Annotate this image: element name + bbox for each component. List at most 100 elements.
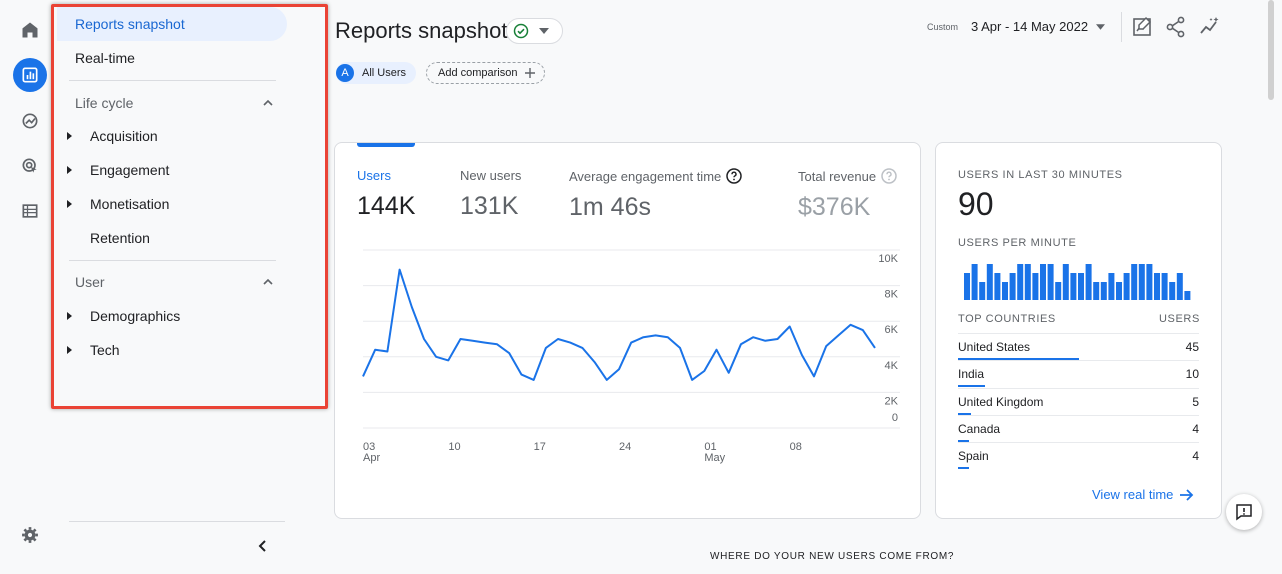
chevron-up-icon[interactable] [262,276,274,288]
arrow-right-icon [1180,488,1194,501]
country-share-bar [958,358,1079,360]
metric-label-text: Average engagement time [569,168,722,184]
toolbar-divider [1121,12,1122,42]
country-users: 10 [1185,367,1199,382]
view-real-time-link[interactable]: View real time [1092,487,1194,502]
page-scrollbar[interactable] [1268,0,1274,100]
per-minute-bar [1100,282,1107,300]
per-minute-bar [1070,273,1077,300]
country-name: India [958,367,985,382]
collapse-nav-button[interactable] [252,535,274,557]
list-icon[interactable] [13,194,47,228]
country-name: United States [958,340,1031,354]
page-title: Reports snapshot [335,18,508,43]
share-icon[interactable] [1165,16,1187,38]
per-minute-bar [1078,273,1084,300]
per-minute-bar [1017,264,1024,300]
explore-icon[interactable] [13,104,47,138]
per-minute-bar [1024,264,1031,300]
segment-chip[interactable]: A All Users [336,62,417,84]
active-metric-indicator [357,143,415,147]
home-icon[interactable] [13,13,47,47]
bar-chart-icon[interactable] [13,58,47,92]
metric-label: Users [357,168,391,183]
per-minute-bar [1161,273,1168,300]
metric-total-revenue[interactable]: Total revenue $376K [798,168,897,222]
y-tick-label: 10K [878,253,898,265]
feedback-icon [1236,504,1252,521]
users-line-chart: 10K 8K 6K 4K 2K 0 03 10 17 24 01 08 Apr May [362,249,900,464]
nav-divider [69,80,276,81]
nav-monetisation[interactable]: Monetisation [67,194,169,214]
chevron-up-icon[interactable] [262,97,274,109]
nav-bottom-divider [69,521,285,522]
add-comparison-button[interactable]: Add comparison [426,62,545,84]
report-status-dropdown[interactable] [506,18,563,44]
country-users: 4 [1192,449,1199,464]
users-per-minute-label: USERS PER MINUTE [958,237,1077,249]
target-cursor-icon[interactable] [13,149,47,183]
metric-value: $376K [798,193,871,221]
y-tick-label: 6K [885,324,899,336]
y-tick-label: 0 [892,412,898,424]
x-tick-label: 24 [619,441,631,453]
country-share-bar [958,385,985,388]
per-minute-bar [1184,291,1191,300]
per-minute-bar [1146,264,1153,300]
gear-icon[interactable] [13,518,47,552]
nav-tech[interactable]: Tech [67,340,120,360]
nav-engagement[interactable]: Engagement [67,160,169,180]
feedback-button[interactable] [1226,494,1262,530]
metric-users[interactable]: Users 144K [357,168,415,221]
nav-realtime[interactable]: Real-time [75,50,135,66]
metric-label: Average engagement time [569,168,742,184]
x-tick-label: 10 [448,441,460,453]
per-minute-bar [1032,273,1039,300]
users-column-header: USERS [1159,313,1200,325]
x-tick-label: 17 [534,441,546,453]
metric-new-users[interactable]: New users 131K [460,168,521,221]
nav-section-user[interactable]: User [75,274,105,290]
x-month-label: Apr [363,452,380,464]
country-users: 4 [1192,421,1199,436]
x-tick-label: 03 [363,441,375,453]
y-tick-label: 4K [885,360,899,372]
plus-icon [524,68,535,78]
country-users: 45 [1185,340,1199,354]
x-tick-label: 08 [790,441,802,453]
nav-demographics[interactable]: Demographics [67,306,180,326]
country-row: Canada 4 [958,414,1199,442]
per-minute-bar [1138,264,1145,300]
nav-acquisition[interactable]: Acquisition [67,126,158,146]
nav-reports-snapshot[interactable]: Reports snapshot [57,7,287,41]
date-range-picker[interactable]: 3 Apr - 14 May 2022 [971,19,1106,34]
customize-report-icon[interactable] [1132,16,1154,38]
help-icon[interactable] [726,168,742,184]
nav-section-lifecycle[interactable]: Life cycle [75,95,134,111]
metric-label-text: Total revenue [798,168,877,184]
country-users: 5 [1192,394,1199,409]
insights-icon[interactable] [1199,16,1221,38]
per-minute-bar [1123,273,1130,300]
date-range-label: 3 Apr - 14 May 2022 [971,19,1089,34]
realtime-title: USERS IN LAST 30 MINUTES [958,169,1123,181]
per-minute-bar [979,282,986,300]
nav-divider [69,260,276,261]
nav-acquisition-label: Acquisition [90,128,158,144]
nav-retention-label: Retention [90,230,150,246]
reports-nav-panel: Reports snapshot Real-time Life cycle Ac… [57,0,297,574]
per-minute-bar [1131,264,1138,300]
caret-down-icon [539,28,549,34]
help-icon[interactable] [881,168,897,184]
per-minute-bar [1062,264,1069,300]
metric-avg-engagement[interactable]: Average engagement time 1m 46s [569,168,742,222]
overview-card [334,142,921,519]
country-share-bar [958,412,972,415]
expand-arrow-icon [67,200,72,208]
nav-retention[interactable]: Retention [67,228,150,248]
per-minute-bar [1154,273,1160,300]
caret-down-icon [1096,23,1106,30]
country-row: India 10 [958,360,1199,388]
expand-arrow-icon [67,166,72,174]
segment-label: All Users [362,67,407,79]
